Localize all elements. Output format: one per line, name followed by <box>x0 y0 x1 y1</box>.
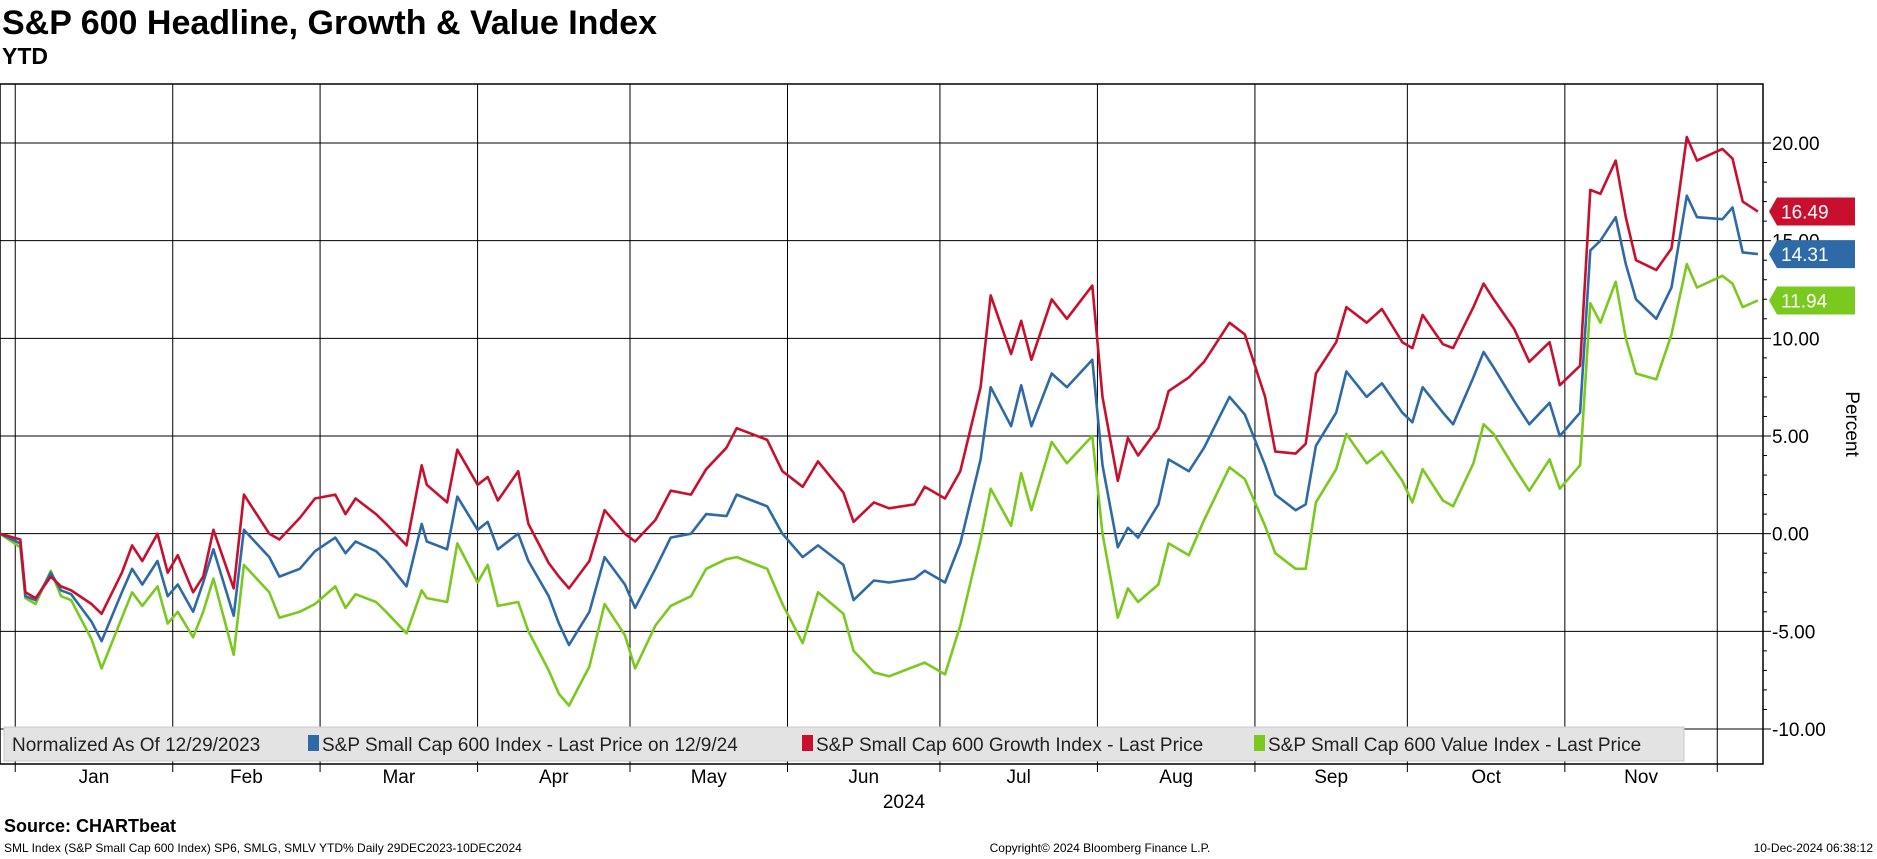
footer-right: 10-Dec-2024 06:38:12 <box>1754 841 1874 855</box>
legend-swatch-sp600 <box>308 735 319 751</box>
legend-label-growth: S&P Small Cap 600 Growth Index - Last Pr… <box>816 735 1203 756</box>
x-month-label: Feb <box>230 767 263 788</box>
y-tick-label: 20.00 <box>1772 134 1820 155</box>
legend-swatch-growth <box>802 735 813 751</box>
x-month-label: Mar <box>382 767 415 788</box>
legend-box <box>3 726 1685 762</box>
x-month-label: Jan <box>79 767 110 788</box>
y-tick-label: 10.00 <box>1772 329 1820 350</box>
y-axis-label: Percent <box>1841 391 1862 457</box>
last-value-badge <box>1769 197 1855 226</box>
x-month-label: Jul <box>1007 767 1031 788</box>
x-month-label: Jun <box>848 767 879 788</box>
grid <box>0 84 1763 764</box>
last-value-badge <box>1769 240 1855 269</box>
x-axis: Jan Feb Mar Apr May Jun Jul Aug Sep Oct Nov <box>14 764 1718 788</box>
y-tick-label: 0.00 <box>1772 525 1809 546</box>
x-month-label: Apr <box>539 767 569 788</box>
y-tick-label: -10.00 <box>1772 720 1826 741</box>
series-line <box>0 194 1759 647</box>
plot-frame <box>0 83 1764 765</box>
x-month-label: Nov <box>1624 767 1658 788</box>
last-value-badges: 14.31 16.49 11.94 <box>1769 197 1855 315</box>
series-lines <box>0 135 1759 707</box>
last-value-label: 14.31 <box>1781 245 1829 266</box>
y-tick-label: -5.00 <box>1772 622 1815 643</box>
legend-label-sp600: S&P Small Cap 600 Index - Last Price on … <box>322 735 738 756</box>
chart-subtitle: YTD <box>2 43 48 69</box>
series-line <box>0 135 1759 616</box>
x-month-label: May <box>691 767 727 788</box>
chart-title: S&P 600 Headline, Growth & Value Index <box>2 4 657 42</box>
last-value-badge <box>1769 286 1855 315</box>
source-text: Source: CHARTbeat <box>4 816 176 836</box>
legend: Normalized As Of 12/29/2023 S&P Small Ca… <box>3 726 1685 762</box>
last-value-label: 11.94 <box>1781 291 1828 312</box>
x-month-label: Sep <box>1314 767 1348 788</box>
series-line <box>0 262 1759 707</box>
footer-center: Copyright© 2024 Bloomberg Finance L.P. <box>990 841 1211 855</box>
x-axis-year: 2024 <box>883 792 926 813</box>
x-month-label: Oct <box>1471 767 1501 788</box>
last-value-label: 16.49 <box>1781 203 1829 224</box>
legend-swatch-value <box>1254 735 1265 751</box>
footer-left: SML Index (S&P Small Cap 600 Index) SP6,… <box>4 841 522 855</box>
y-tick-label: 5.00 <box>1772 427 1809 448</box>
legend-label-value: S&P Small Cap 600 Value Index - Last Pri… <box>1268 735 1641 756</box>
legend-prefix: Normalized As Of 12/29/2023 <box>12 735 260 756</box>
x-month-label: Aug <box>1159 767 1193 788</box>
